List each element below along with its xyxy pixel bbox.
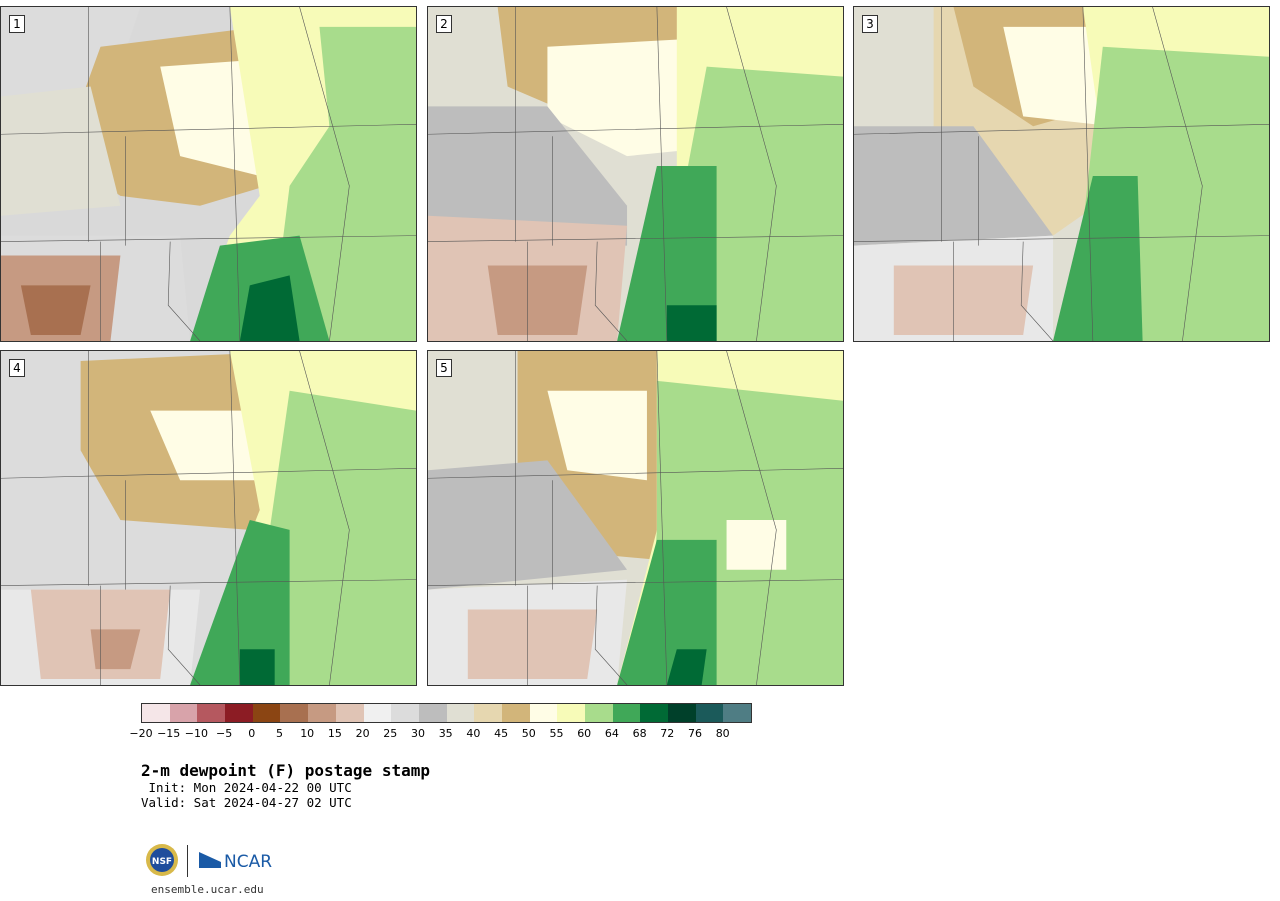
colorbar-swatch [446, 704, 475, 722]
colorbar-tick-label: 60 [577, 727, 592, 740]
colorbar-tick-label: 35 [438, 727, 453, 740]
colorbar-swatch [723, 704, 752, 722]
nsf-logo: NSF [146, 844, 178, 876]
colorbar-tick-label: 55 [549, 727, 564, 740]
colorbar-tick-label: 15 [327, 727, 342, 740]
colorbar-swatch [391, 704, 419, 722]
colorbar-tick-label: −10 [184, 727, 208, 740]
colorbar-swatch [585, 704, 613, 722]
map-panel-5: 5 [427, 350, 844, 686]
colorbar [141, 703, 753, 723]
logo-divider [187, 845, 188, 877]
colorbar-tick-label: −5 [215, 727, 233, 740]
svg-text:NCAR: NCAR [224, 852, 272, 872]
map-2 [428, 7, 843, 341]
colorbar-swatch [308, 704, 336, 722]
colorbar-tick-label: 10 [300, 727, 315, 740]
colorbar-tick-label: −15 [157, 727, 181, 740]
colorbar-tick-label: 45 [494, 727, 509, 740]
map-3 [854, 7, 1269, 341]
colorbar-swatch [640, 704, 669, 722]
colorbar-tick-label: 64 [604, 727, 619, 740]
map-5 [428, 351, 843, 685]
colorbar-swatch [197, 704, 226, 722]
init-time: Init: Mon 2024-04-22 00 UTC [141, 780, 352, 795]
colorbar-tick-label: 80 [715, 727, 730, 740]
svg-text:NSF: NSF [152, 857, 172, 867]
valid-time: Valid: Sat 2024-04-27 02 UTC [141, 795, 352, 810]
colorbar-swatch [225, 704, 253, 722]
map-panel-4: 4 [0, 350, 417, 686]
colorbar-ticks: −20 −15 −10 −5 0 5 10 15 20 25 30 35 40 45 50 55 60 64 68 7… [129, 727, 756, 741]
map-panel-1: 1 [0, 6, 417, 342]
colorbar-swatch [612, 704, 641, 722]
colorbar-tick-label: 40 [466, 727, 481, 740]
panel-number: 1 [9, 15, 25, 33]
colorbar-swatch [668, 704, 696, 722]
colorbar-swatch [335, 704, 364, 722]
colorbar-swatch [280, 704, 309, 722]
map-1 [1, 7, 416, 341]
map-panel-2: 2 [427, 6, 844, 342]
colorbar-tick-label: 5 [276, 727, 283, 740]
colorbar-tick-label: 25 [383, 727, 398, 740]
colorbar-swatch [252, 704, 281, 722]
panel-number: 5 [436, 359, 452, 377]
map-panel-3: 3 [853, 6, 1270, 342]
colorbar-tick-label: 68 [632, 727, 647, 740]
site-url: ensemble.ucar.edu [151, 883, 264, 896]
colorbar-swatch [169, 704, 198, 722]
colorbar-swatch [474, 704, 502, 722]
colorbar-swatch [418, 704, 447, 722]
colorbar-swatch [142, 704, 170, 722]
colorbar-swatch [557, 704, 585, 722]
colorbar-tick-label: 72 [660, 727, 675, 740]
colorbar-swatch [529, 704, 558, 722]
panel-number: 2 [436, 15, 452, 33]
map-4 [1, 351, 416, 685]
colorbar-tick-label: −20 [129, 727, 153, 740]
colorbar-swatch [501, 704, 530, 722]
colorbar-swatch [363, 704, 392, 722]
colorbar-tick-label: 50 [521, 727, 536, 740]
plot-title: 2-m dewpoint (F) postage stamp [141, 761, 430, 780]
colorbar-tick-label: 76 [688, 727, 702, 740]
panel-number: 4 [9, 359, 25, 377]
colorbar-tick-label: 20 [355, 727, 370, 740]
ncar-logo: NCAR [199, 852, 272, 872]
colorbar-tick-label: 30 [411, 727, 425, 740]
colorbar-swatch [695, 704, 724, 722]
colorbar-tick-label: 0 [248, 727, 256, 740]
panel-number: 3 [862, 15, 878, 33]
